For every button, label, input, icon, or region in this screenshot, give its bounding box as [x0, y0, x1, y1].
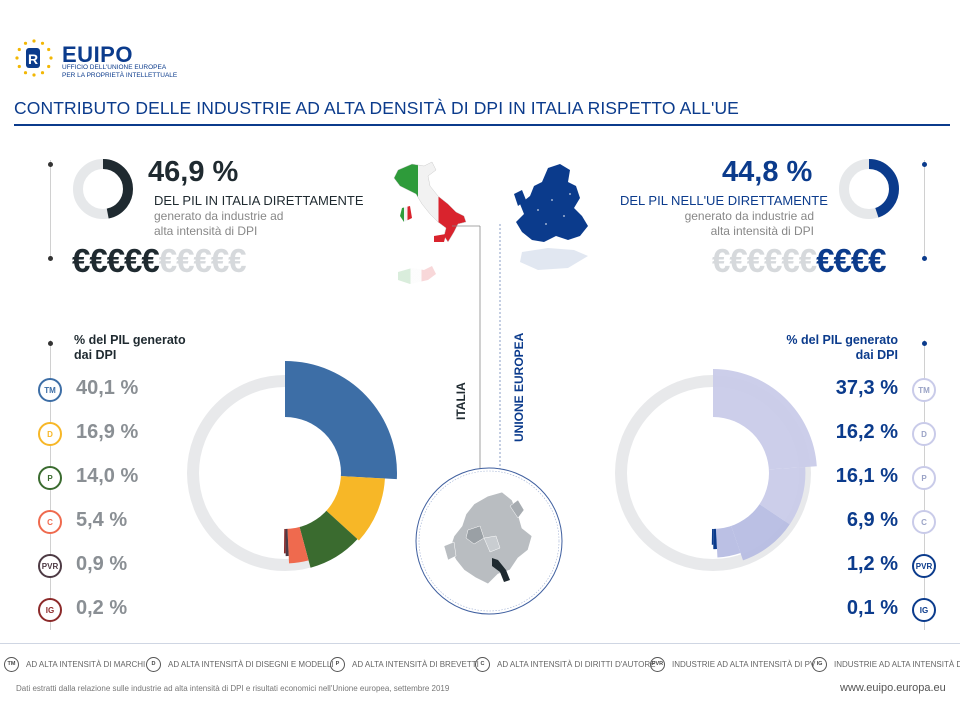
italy-breakdown-chart: [187, 361, 397, 571]
legend-badge-d-icon: D: [146, 656, 161, 672]
europe-circle-map: [415, 467, 563, 615]
eu-row-value: 0,1 %: [846, 597, 898, 619]
eu-row-value: 6,9 %: [846, 509, 898, 531]
legend-item-d: D AD ALTA INTENSITÀ DI DISEGNI E MODELLI: [146, 655, 334, 673]
eu-vertical-label: UNIONE EUROPEA: [512, 332, 526, 442]
eu-badge-pvr-icon: PVR: [912, 554, 936, 578]
eu-gdp-lead: DEL PIL NELL'UE DIRETTAMENTE: [620, 193, 828, 208]
legend-badge-pvr-icon: PVR: [650, 656, 665, 672]
italy-badge-pvr-icon: PVR: [38, 554, 62, 578]
title-divider: [14, 124, 950, 126]
italy-badge-ig-icon: IG: [38, 598, 62, 622]
legend-badge-tm-icon: TM: [4, 656, 19, 672]
eu-share-donut: [839, 159, 899, 219]
eu-chart-hole: [657, 417, 769, 529]
svg-text:R: R: [28, 51, 38, 67]
italy-gdp-note: generato da industrie ad alta intensità …: [154, 209, 284, 238]
eu-badge-ig-icon: IG: [912, 598, 936, 622]
eu-map: [514, 164, 588, 270]
legend-badge-ig-icon: IG: [812, 656, 827, 672]
guide-dot: [922, 256, 927, 261]
eu-gdp-note: generato da industrie ad alta intensità …: [684, 209, 814, 238]
eu-badge-c-icon: C: [912, 510, 936, 534]
left-top-guide: [50, 160, 51, 260]
legend-text: AD ALTA INTENSITÀ DI DISEGNI E MODELLI: [168, 659, 334, 669]
eu-stars-emblem-icon: R: [15, 39, 53, 77]
italy-flag-map: [393, 161, 467, 284]
eu-row-value: 37,3 %: [835, 377, 898, 399]
eu-gdp-percent: 44,8 %: [722, 156, 813, 188]
italy-share-donut: [73, 159, 133, 219]
italy-vertical-label: ITALIA: [454, 382, 468, 420]
eu-row-value: 1,2 %: [846, 553, 898, 575]
guide-dot: [48, 341, 53, 346]
italy-legend-head: % del PIL generato dai DPI: [74, 333, 186, 362]
eu-row-value: 16,2 %: [835, 421, 898, 443]
legend-badge-p-icon: P: [330, 656, 345, 672]
italy-row-value: 16,9 %: [76, 421, 139, 443]
right-top-guide: [924, 160, 925, 260]
brand-wordmark: EUIPO: [62, 42, 133, 67]
italy-euro-row: €€€€€€€€€€: [72, 242, 247, 279]
guide-dot: [48, 162, 53, 167]
italy-row-value: 14,0 %: [76, 465, 139, 487]
guide-dot: [922, 341, 927, 346]
guide-dot: [922, 162, 927, 167]
eu-badge-tm-icon: TM: [912, 378, 936, 402]
legend-text: AD ALTA INTENSITÀ DI DIRITTI D'AUTORE: [497, 659, 656, 669]
eu-euro-row: €€€€€€€€€€: [712, 242, 887, 279]
italy-gdp-percent: 46,9 %: [148, 156, 239, 188]
legend-text: INDUSTRIE AD ALTA INTENSITÀ DI I: [834, 659, 960, 669]
legend-text: AD ALTA INTENSITÀ DI MARCHI: [26, 659, 146, 669]
italy-row-value: 40,1 %: [76, 377, 139, 399]
italy-badge-d-icon: D: [38, 422, 62, 446]
italy-row-value: 0,2 %: [76, 597, 128, 619]
italy-row-value: 5,4 %: [76, 509, 128, 531]
eu-legend-head: % del PIL generato dai DPI: [786, 333, 898, 362]
italy-badge-p-icon: P: [38, 466, 62, 490]
brand-subtitle: UFFICIO DELL'UNIONE EUROPEA PER LA PROPR…: [62, 64, 178, 79]
page-title: CONTRIBUTO DELLE INDUSTRIE AD ALTA DENSI…: [14, 98, 739, 118]
bottom-divider: [0, 643, 960, 644]
legend-item-pvr: PVR INDUSTRIE AD ALTA INTENSITÀ DI PV: [650, 655, 815, 673]
site-url[interactable]: www.euipo.europa.eu: [840, 682, 946, 694]
italy-badge-tm-icon: TM: [38, 378, 62, 402]
legend-text: INDUSTRIE AD ALTA INTENSITÀ DI PV: [672, 659, 816, 669]
legend-item-c: C AD ALTA INTENSITÀ DI DIRITTI D'AUTORE: [475, 655, 655, 673]
euipo-logo: R EUIPO UFFICIO DELL'UNIONE EUROPEA PER …: [14, 38, 177, 82]
legend-text: AD ALTA INTENSITÀ DI BREVETTI: [352, 659, 479, 669]
legend-item-tm: TM AD ALTA INTENSITÀ DI MARCHI: [4, 655, 145, 673]
eu-badge-d-icon: D: [912, 422, 936, 446]
legend-item-ig: IG INDUSTRIE AD ALTA INTENSITÀ DI I: [812, 655, 960, 673]
legend-item-p: P AD ALTA INTENSITÀ DI BREVETTI: [330, 655, 479, 673]
eu-badge-p-icon: P: [912, 466, 936, 490]
source-note: Dati estratti dalla relazione sulle indu…: [16, 684, 450, 693]
italy-row-value: 0,9 %: [76, 553, 128, 575]
legend-badge-c-icon: C: [475, 656, 490, 672]
eu-row-value: 16,1 %: [835, 465, 898, 487]
italy-gdp-lead: DEL PIL IN ITALIA DIRETTAMENTE: [154, 193, 364, 208]
italy-chart-hole: [229, 417, 341, 529]
italy-badge-c-icon: C: [38, 510, 62, 534]
eu-breakdown-chart: [615, 369, 817, 571]
guide-dot: [48, 256, 53, 261]
